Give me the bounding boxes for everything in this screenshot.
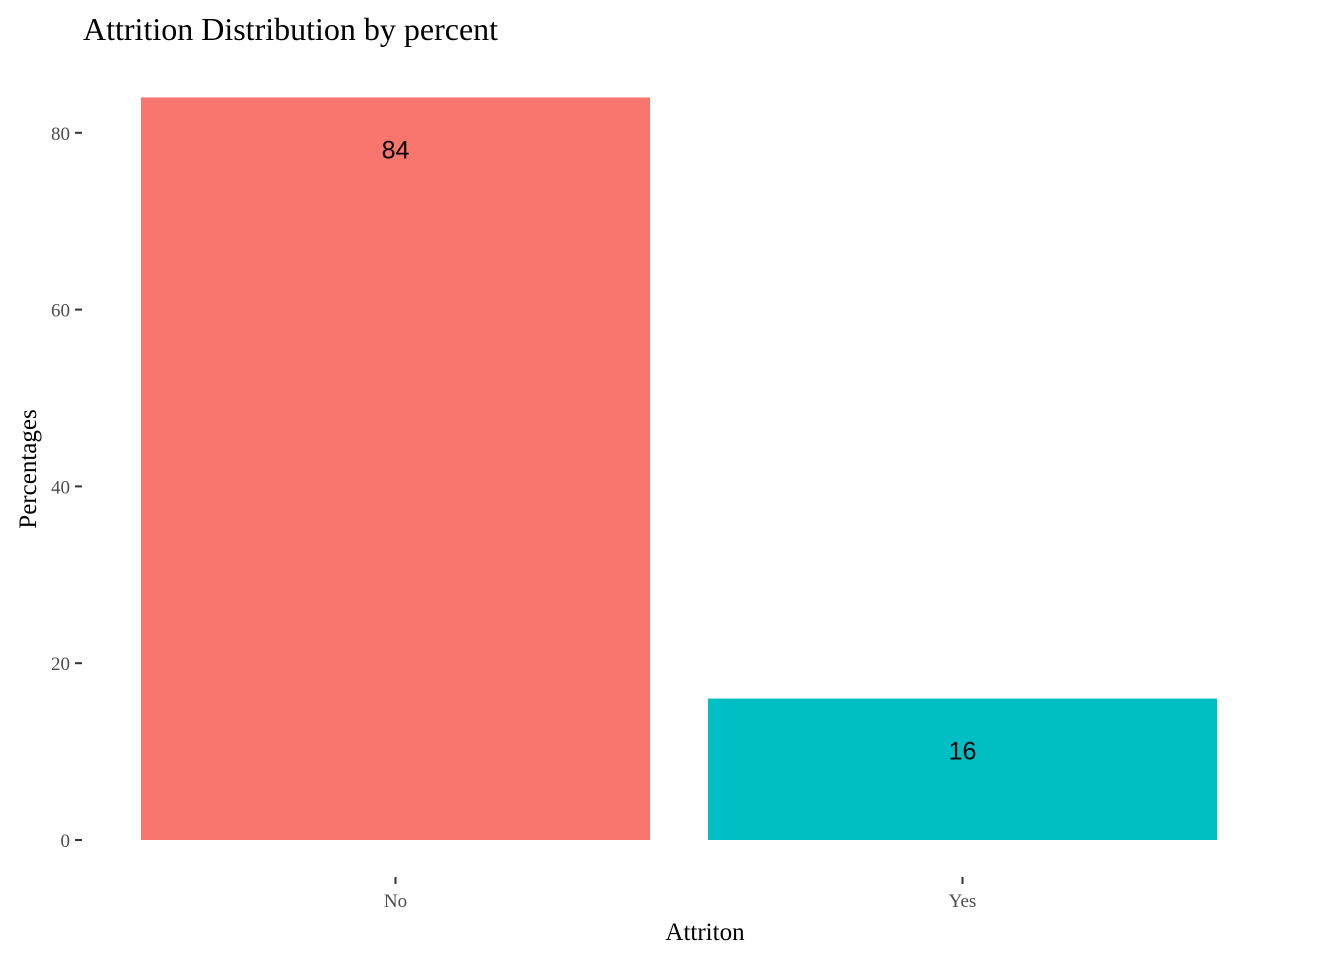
data-label-no: 84 [382, 137, 410, 165]
y-tick-label: 80 [51, 124, 70, 145]
y-axis: 0 20 40 60 80 [51, 124, 82, 852]
x-axis-title: Attriton [665, 919, 745, 946]
y-tick-label: 60 [51, 301, 70, 322]
y-tick-label: 20 [51, 654, 70, 675]
data-label-yes: 16 [949, 738, 977, 766]
chart-title: Attrition Distribution by percent [83, 11, 498, 47]
bar-yes [708, 698, 1217, 840]
bars [141, 97, 1217, 840]
bar-no [141, 97, 650, 840]
y-axis-title: Percentages [15, 409, 42, 528]
x-tick-label: Yes [949, 891, 977, 912]
data-labels: 84 16 [382, 137, 977, 766]
y-tick-label: 40 [51, 477, 70, 498]
y-tick-label: 0 [61, 831, 71, 852]
x-tick-label: No [384, 891, 407, 912]
x-axis: No Yes [384, 877, 976, 912]
